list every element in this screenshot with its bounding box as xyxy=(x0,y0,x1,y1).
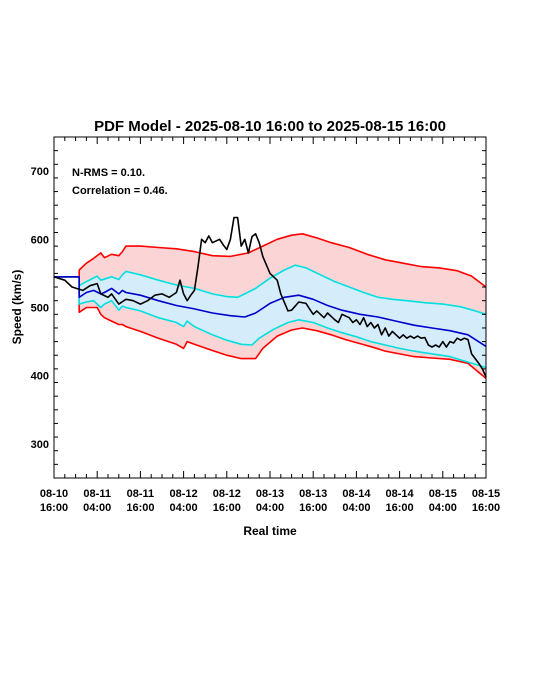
outer-upper-line xyxy=(54,233,487,288)
y-axis-label: Speed (km/s) xyxy=(10,270,24,345)
x-tick-label-date: 08-13 xyxy=(256,488,284,500)
x-axis-label: Real time xyxy=(243,524,297,538)
correlation-annotation: Correlation = 0.46. xyxy=(72,185,168,197)
x-tick-label-time: 04:00 xyxy=(429,502,457,514)
x-tick-label-time: 16:00 xyxy=(40,502,68,514)
x-tick-label-time: 16:00 xyxy=(299,502,327,514)
nrms-annotation: N-RMS = 0.10. xyxy=(72,167,145,179)
x-tick-label-time: 04:00 xyxy=(83,502,111,514)
x-tick-label-date: 08-15 xyxy=(472,488,500,500)
x-tick-label-time: 16:00 xyxy=(213,502,241,514)
x-tick-label-time: 16:00 xyxy=(472,502,500,514)
x-tick-label-date: 08-15 xyxy=(429,488,457,500)
plot-area xyxy=(53,216,487,380)
inner-lower-line xyxy=(54,275,487,369)
x-tick-label-date: 08-13 xyxy=(299,488,327,500)
x-tick-label-date: 08-14 xyxy=(386,488,415,500)
inner-upper-line xyxy=(54,264,487,316)
inner-band-fill xyxy=(54,265,486,368)
x-tick-label-time: 04:00 xyxy=(170,502,198,514)
x-tick-label-date: 08-10 xyxy=(40,488,68,500)
y-tick-label: 400 xyxy=(31,371,49,383)
x-tick-label-date: 08-12 xyxy=(170,488,198,500)
y-tick-label: 700 xyxy=(31,166,49,178)
x-tick-label-time: 16:00 xyxy=(126,502,154,514)
y-tick-label: 600 xyxy=(31,234,49,246)
x-tick-label-date: 08-12 xyxy=(213,488,241,500)
y-tick-label: 500 xyxy=(31,303,49,315)
y-tick-label: 300 xyxy=(31,439,49,451)
x-tick-label-time: 04:00 xyxy=(342,502,370,514)
chart-title: PDF Model - 2025-08-10 16:00 to 2025-08-… xyxy=(94,118,446,135)
x-tick-label-date: 08-11 xyxy=(83,488,111,500)
median-line xyxy=(54,275,487,348)
outer-lower-line xyxy=(54,275,487,380)
x-tick-label-time: 16:00 xyxy=(386,502,414,514)
y-axis: 300 400 500 600 700 xyxy=(31,136,486,479)
x-tick-label-time: 04:00 xyxy=(256,502,284,514)
x-tick-label-date: 08-14 xyxy=(342,488,371,500)
x-tick-label-date: 08-11 xyxy=(127,488,155,500)
observed-line xyxy=(53,216,487,378)
x-axis: 08-10 16:00 08-11 04:00 08-11 16:00 08-12 04:00… xyxy=(40,137,500,514)
